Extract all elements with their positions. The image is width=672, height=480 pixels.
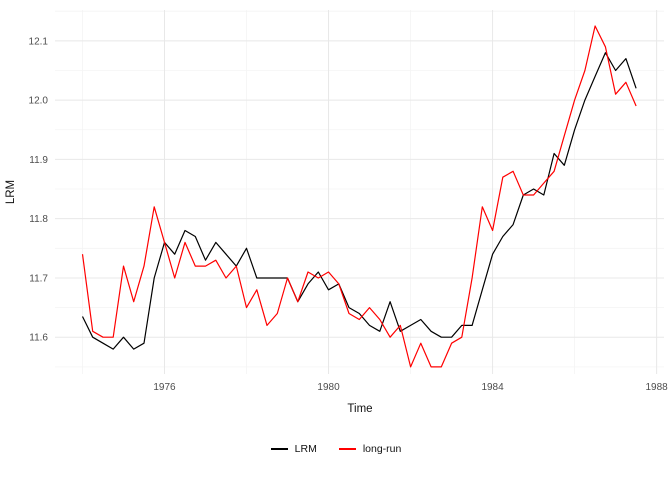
series-line-long-run	[81, 25, 637, 368]
legend-item-LRM: LRM	[270, 443, 317, 455]
legend-label: long-run	[362, 443, 402, 455]
chart-canvas: 1976 1980 1984 1988 11.6 11.7 11.8 11.9 12.0 12.…	[5, 10, 668, 415]
minor-gridlines	[55, 10, 664, 374]
y-tick-label: 11.8	[29, 214, 48, 225]
legend-label: LRM	[294, 443, 317, 455]
y-tick-label: 11.6	[29, 333, 48, 344]
x-tick-label: 1984	[481, 382, 504, 393]
x-tick-label: 1976	[153, 382, 176, 393]
legend-line-swatch	[338, 448, 356, 450]
series-line-LRM	[81, 52, 637, 350]
y-tick-label: 11.7	[29, 273, 48, 284]
x-tick-label: 1988	[645, 382, 668, 393]
major-gridlines	[55, 10, 664, 374]
x-axis-tick-labels: 1976 1980 1984 1988	[153, 382, 668, 393]
data-series-lines	[81, 25, 637, 368]
y-tick-label: 12.1	[29, 36, 49, 47]
y-tick-label: 11.9	[29, 155, 48, 166]
chart-legend: LRM long-run	[0, 422, 672, 476]
x-tick-label: 1980	[317, 382, 340, 393]
y-axis-title: LRM	[5, 180, 17, 204]
legend-line-swatch	[270, 448, 288, 450]
x-axis-title: Time	[347, 403, 372, 415]
y-axis-tick-labels: 11.6 11.7 11.8 11.9 12.0 12.1	[29, 36, 49, 343]
y-tick-label: 12.0	[29, 96, 49, 107]
legend-item-long-run: long-run	[338, 443, 402, 455]
